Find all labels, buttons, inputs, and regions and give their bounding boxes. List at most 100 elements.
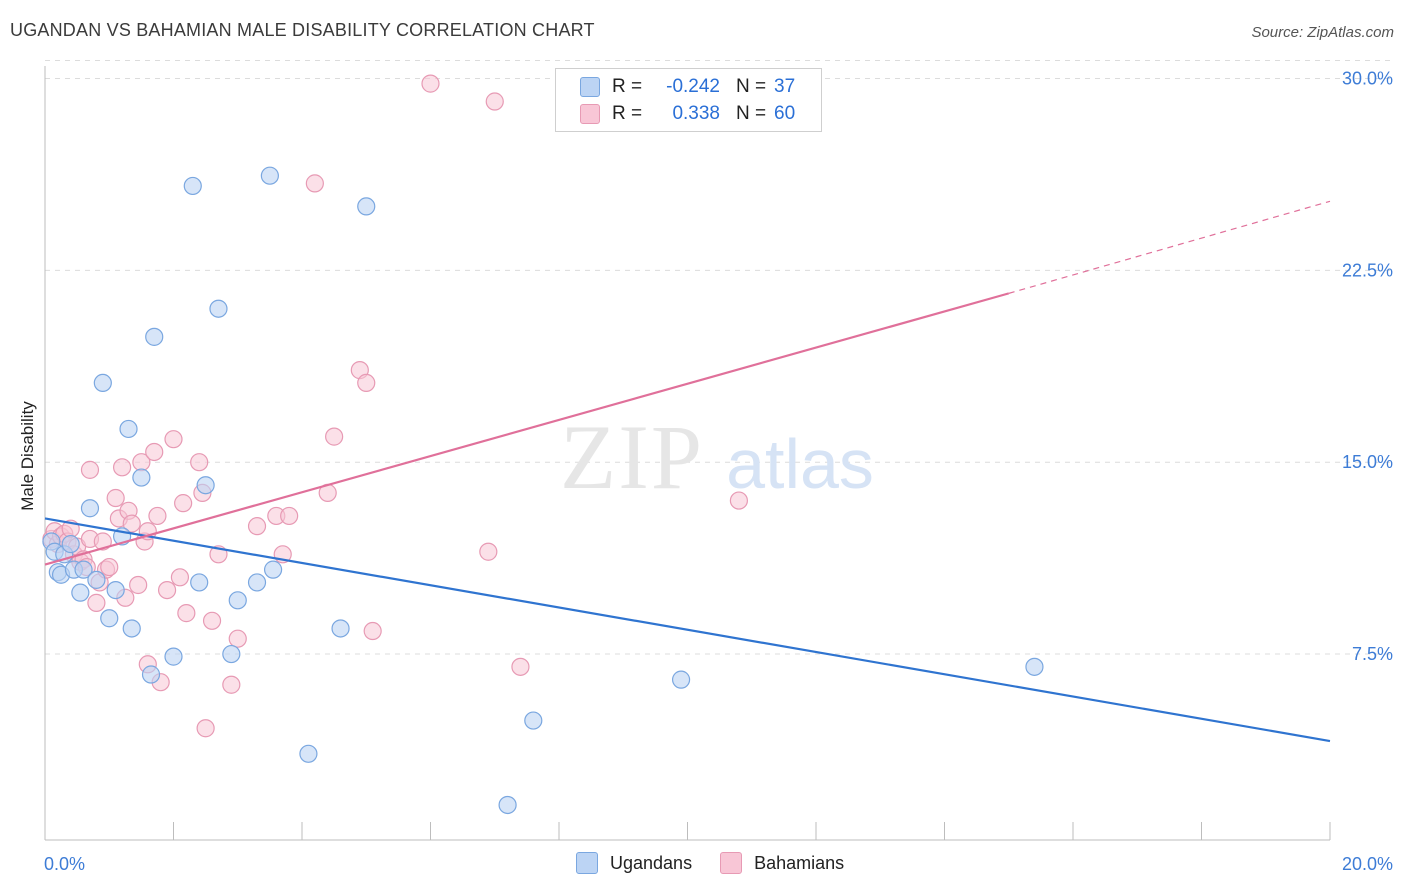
watermark-atlas: atlas bbox=[726, 425, 874, 503]
bahamian-point bbox=[305, 174, 324, 193]
legend-item-bahamians[interactable]: Bahamians bbox=[720, 852, 844, 874]
ugandan-point bbox=[80, 499, 100, 518]
ugandan-point bbox=[100, 609, 119, 628]
ugandans-swatch bbox=[580, 77, 600, 97]
ugandan-point bbox=[299, 744, 318, 763]
bahamian-point bbox=[479, 542, 498, 561]
ugandan-point bbox=[74, 560, 93, 579]
bahamian-point bbox=[511, 657, 530, 676]
ugandan-point bbox=[260, 166, 279, 185]
ugandans-legend-label: Ugandans bbox=[610, 852, 693, 873]
y-axis-label: Male Disability bbox=[18, 401, 37, 511]
bahamian-point bbox=[170, 568, 190, 587]
ugandan-point bbox=[132, 468, 151, 487]
bahamian-point bbox=[87, 593, 106, 612]
bahamian-point bbox=[112, 458, 132, 477]
ugandan-point bbox=[357, 197, 376, 216]
ugandan-point bbox=[93, 373, 112, 393]
n-value-ugandans: 37 bbox=[774, 76, 796, 97]
y-tick-label: 30.0% bbox=[1342, 69, 1393, 89]
ugandans-points bbox=[42, 166, 1044, 815]
y-tick-label: 7.5% bbox=[1352, 644, 1393, 664]
x-tick-label-min: 0.0% bbox=[44, 854, 85, 874]
bahamian-point bbox=[202, 611, 222, 630]
bahamian-point bbox=[145, 442, 164, 462]
ugandan-point bbox=[61, 534, 80, 554]
y-tick-labels: 7.5% 15.0% 22.5% 30.0% bbox=[1342, 69, 1393, 665]
bahamian-point bbox=[196, 719, 215, 738]
bahamian-point bbox=[93, 532, 112, 551]
bahamian-point bbox=[106, 488, 125, 508]
ugandan-point bbox=[331, 619, 350, 638]
ugandan-point bbox=[222, 644, 241, 664]
n-value-bahamians: 60 bbox=[774, 103, 796, 124]
ugandan-point bbox=[164, 647, 183, 666]
x-tick-label-max: 20.0% bbox=[1342, 854, 1393, 874]
bahamian-point bbox=[280, 506, 299, 526]
grid-lines bbox=[45, 60, 1395, 655]
ugandan-point bbox=[247, 573, 267, 592]
legend-row-bahamians: R = 0.338 N = 60 bbox=[580, 102, 795, 126]
bahamian-point bbox=[247, 517, 267, 536]
y-tick-label: 15.0% bbox=[1342, 452, 1393, 472]
ugandan-point bbox=[1025, 657, 1044, 676]
chart-title: UGANDAN VS BAHAMIAN MALE DISABILITY CORR… bbox=[10, 20, 595, 40]
legend-item-ugandans[interactable]: Ugandans bbox=[576, 852, 692, 874]
bahamian-point bbox=[357, 373, 376, 393]
ugandan-point bbox=[141, 665, 161, 684]
y-tick-label: 22.5% bbox=[1342, 260, 1393, 280]
stats-legend: R = -0.242 N = 37 R = 0.338 N = 60 bbox=[555, 68, 822, 132]
ugandan-point bbox=[524, 711, 543, 730]
ugandan-point bbox=[209, 299, 228, 318]
bahamian-point bbox=[177, 604, 196, 623]
r-label: R = bbox=[612, 103, 643, 124]
bahamian-point bbox=[485, 92, 504, 111]
ugandans-trend-line bbox=[44, 517, 1331, 743]
n-label: N = bbox=[736, 103, 767, 124]
ugandan-point bbox=[196, 476, 215, 495]
bahamian-point bbox=[325, 427, 344, 446]
x-tick-labels: 0.0% 20.0% bbox=[44, 854, 1393, 874]
bahamian-point bbox=[190, 453, 209, 472]
legend-row-ugandans: R = -0.242 N = 37 bbox=[580, 75, 795, 99]
bahamian-point bbox=[100, 557, 119, 577]
ugandan-point bbox=[119, 419, 138, 439]
bahamians-legend-swatch bbox=[720, 852, 743, 874]
ugandan-point bbox=[106, 580, 125, 600]
bahamian-point bbox=[129, 575, 148, 595]
bahamian-point bbox=[157, 580, 177, 600]
source-label: Source: ZipAtlas.com bbox=[1251, 24, 1394, 41]
bahamian-point bbox=[228, 629, 247, 648]
ugandan-point bbox=[183, 176, 202, 196]
bahamians-trend-line bbox=[44, 292, 1010, 566]
bahamian-point bbox=[164, 430, 183, 449]
bahamian-point bbox=[80, 460, 100, 479]
trend-lines bbox=[44, 200, 1331, 743]
bahamian-point bbox=[363, 621, 382, 641]
bahamian-point bbox=[174, 494, 193, 513]
ugandan-point bbox=[145, 327, 164, 346]
watermark-zip: ZIP bbox=[560, 406, 704, 508]
bahamians-legend-label: Bahamians bbox=[754, 852, 845, 873]
ugandans-legend-swatch bbox=[576, 852, 598, 874]
r-value-ugandans: -0.242 bbox=[666, 76, 720, 97]
bahamian-point bbox=[122, 514, 141, 533]
r-value-bahamians: 0.338 bbox=[672, 103, 720, 124]
series-legend: Ugandans Bahamians bbox=[576, 852, 872, 874]
ugandan-point bbox=[671, 670, 691, 689]
bahamians-trend-extension bbox=[1008, 200, 1331, 294]
n-label: N = bbox=[736, 76, 767, 97]
ugandan-point bbox=[122, 619, 141, 638]
bahamian-point bbox=[421, 74, 440, 93]
bahamian-point bbox=[729, 491, 749, 510]
ugandan-point bbox=[87, 570, 106, 589]
bahamian-point bbox=[222, 675, 241, 694]
axes bbox=[44, 66, 1331, 841]
ugandan-point bbox=[190, 573, 209, 592]
ugandan-point bbox=[498, 795, 517, 815]
watermark: ZIP atlas bbox=[560, 406, 874, 508]
r-label: R = bbox=[612, 76, 643, 97]
bahamians-swatch bbox=[580, 104, 600, 124]
ugandan-point bbox=[71, 583, 90, 602]
